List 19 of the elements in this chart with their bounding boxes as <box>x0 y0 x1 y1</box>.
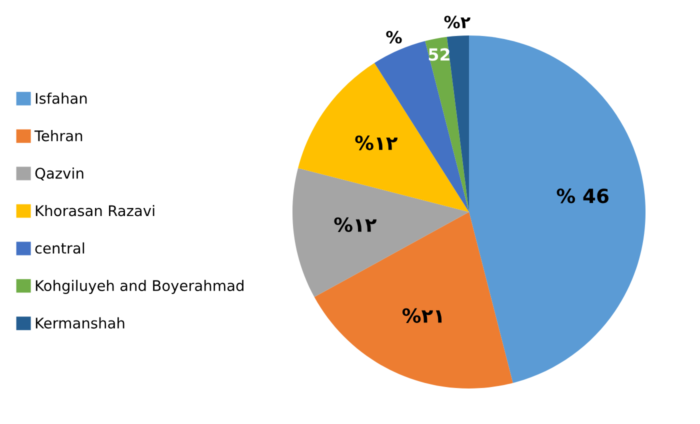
legend-label: Qazvin <box>35 167 84 180</box>
legend-label: Tehran <box>34 130 82 142</box>
pie-slice <box>292 168 469 298</box>
data-label: %۲ <box>444 16 470 28</box>
legend-label: central <box>35 242 84 254</box>
pie-slice <box>469 35 646 383</box>
legend-label: Kohgiluyeh and Boyerahmad <box>36 280 244 294</box>
legend-label: Isfahan <box>36 92 87 104</box>
data-label: %۱۲ <box>355 135 398 150</box>
legend-label: Kermanshah <box>36 317 124 329</box>
pie-slice <box>298 62 469 212</box>
text: 52 <box>428 48 450 61</box>
pie-slice <box>314 212 513 388</box>
data-label: % 46 <box>556 188 608 204</box>
data-label: % <box>386 30 402 44</box>
data-label: %۲۱ <box>402 308 442 323</box>
pie-slice <box>425 36 469 212</box>
data-label: %۱۲ <box>334 217 377 232</box>
legend-label: Khorasan Razavi <box>36 204 154 216</box>
